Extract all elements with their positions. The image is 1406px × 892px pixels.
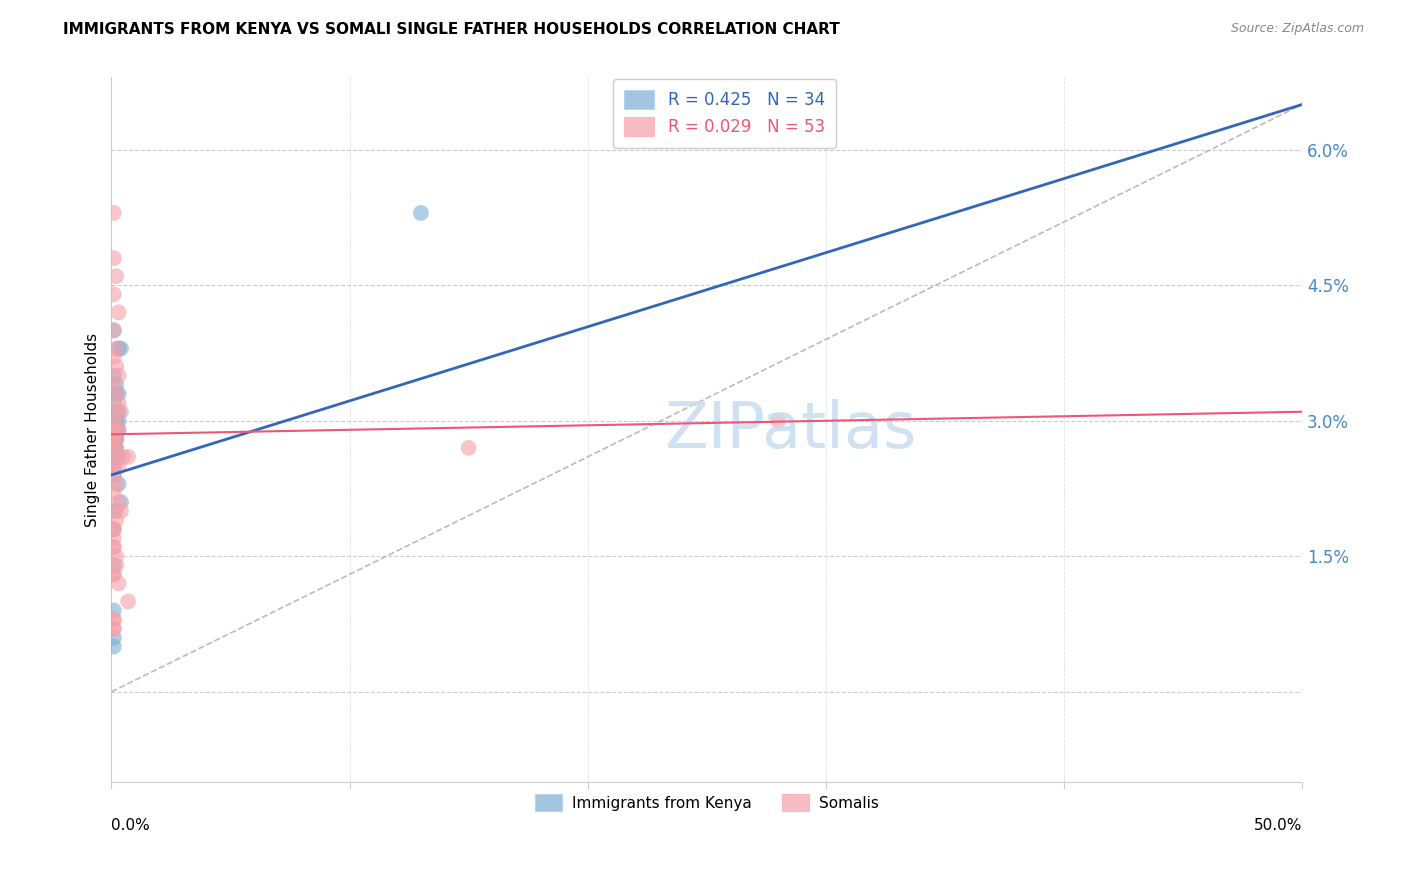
- Point: [105, 386, 128, 401]
- Text: 0.0%: 0.0%: [111, 818, 150, 833]
- Point: [409, 206, 432, 220]
- Point: [457, 441, 479, 455]
- Point: [105, 558, 128, 573]
- Point: [103, 640, 125, 654]
- Point: [766, 414, 789, 428]
- Point: [103, 567, 125, 582]
- Point: [103, 287, 125, 301]
- Point: [103, 531, 125, 545]
- Point: [105, 405, 128, 419]
- Point: [107, 423, 129, 437]
- Point: [103, 613, 125, 627]
- Y-axis label: Single Father Households: Single Father Households: [86, 333, 100, 527]
- Point: [107, 495, 129, 509]
- Point: [103, 613, 125, 627]
- Text: IMMIGRANTS FROM KENYA VS SOMALI SINGLE FATHER HOUSEHOLDS CORRELATION CHART: IMMIGRANTS FROM KENYA VS SOMALI SINGLE F…: [63, 22, 839, 37]
- Point: [103, 368, 125, 383]
- Point: [107, 386, 129, 401]
- Text: ZIPatlas: ZIPatlas: [664, 399, 917, 461]
- Point: [105, 477, 128, 491]
- Point: [107, 576, 129, 591]
- Point: [103, 458, 125, 473]
- Text: Source: ZipAtlas.com: Source: ZipAtlas.com: [1230, 22, 1364, 36]
- Point: [103, 423, 125, 437]
- Point: [110, 495, 132, 509]
- Point: [103, 441, 125, 455]
- Point: [107, 423, 129, 437]
- Point: [103, 522, 125, 536]
- Point: [103, 458, 125, 473]
- Point: [103, 206, 125, 220]
- Legend: Immigrants from Kenya, Somalis: Immigrants from Kenya, Somalis: [529, 788, 884, 817]
- Point: [103, 522, 125, 536]
- Point: [105, 359, 128, 374]
- Point: [103, 631, 125, 645]
- Point: [107, 305, 129, 319]
- Point: [103, 323, 125, 337]
- Point: [103, 441, 125, 455]
- Point: [107, 342, 129, 356]
- Point: [103, 377, 125, 392]
- Point: [103, 323, 125, 337]
- Point: [103, 432, 125, 446]
- Point: [105, 450, 128, 464]
- Point: [105, 342, 128, 356]
- Point: [103, 567, 125, 582]
- Point: [103, 558, 125, 573]
- Point: [105, 423, 128, 437]
- Point: [103, 467, 125, 482]
- Text: 50.0%: 50.0%: [1254, 818, 1302, 833]
- Point: [107, 450, 129, 464]
- Point: [107, 477, 129, 491]
- Point: [105, 504, 128, 518]
- Point: [107, 458, 129, 473]
- Point: [103, 395, 125, 409]
- Point: [103, 467, 125, 482]
- Point: [103, 622, 125, 636]
- Point: [105, 432, 128, 446]
- Point: [103, 432, 125, 446]
- Point: [110, 504, 132, 518]
- Point: [117, 450, 139, 464]
- Point: [105, 423, 128, 437]
- Point: [110, 405, 132, 419]
- Point: [103, 603, 125, 617]
- Point: [105, 377, 128, 392]
- Point: [105, 269, 128, 284]
- Point: [103, 541, 125, 555]
- Point: [103, 414, 125, 428]
- Point: [103, 251, 125, 265]
- Point: [103, 486, 125, 500]
- Point: [103, 423, 125, 437]
- Point: [105, 513, 128, 527]
- Point: [105, 414, 128, 428]
- Point: [103, 432, 125, 446]
- Point: [105, 441, 128, 455]
- Point: [107, 368, 129, 383]
- Point: [103, 504, 125, 518]
- Point: [110, 342, 132, 356]
- Point: [105, 432, 128, 446]
- Point: [105, 432, 128, 446]
- Point: [107, 405, 129, 419]
- Point: [103, 450, 125, 464]
- Point: [107, 414, 129, 428]
- Point: [103, 441, 125, 455]
- Point: [103, 622, 125, 636]
- Point: [107, 395, 129, 409]
- Point: [105, 549, 128, 564]
- Point: [112, 450, 135, 464]
- Point: [103, 522, 125, 536]
- Point: [103, 351, 125, 365]
- Point: [105, 386, 128, 401]
- Point: [105, 441, 128, 455]
- Point: [103, 541, 125, 555]
- Point: [105, 405, 128, 419]
- Point: [117, 594, 139, 608]
